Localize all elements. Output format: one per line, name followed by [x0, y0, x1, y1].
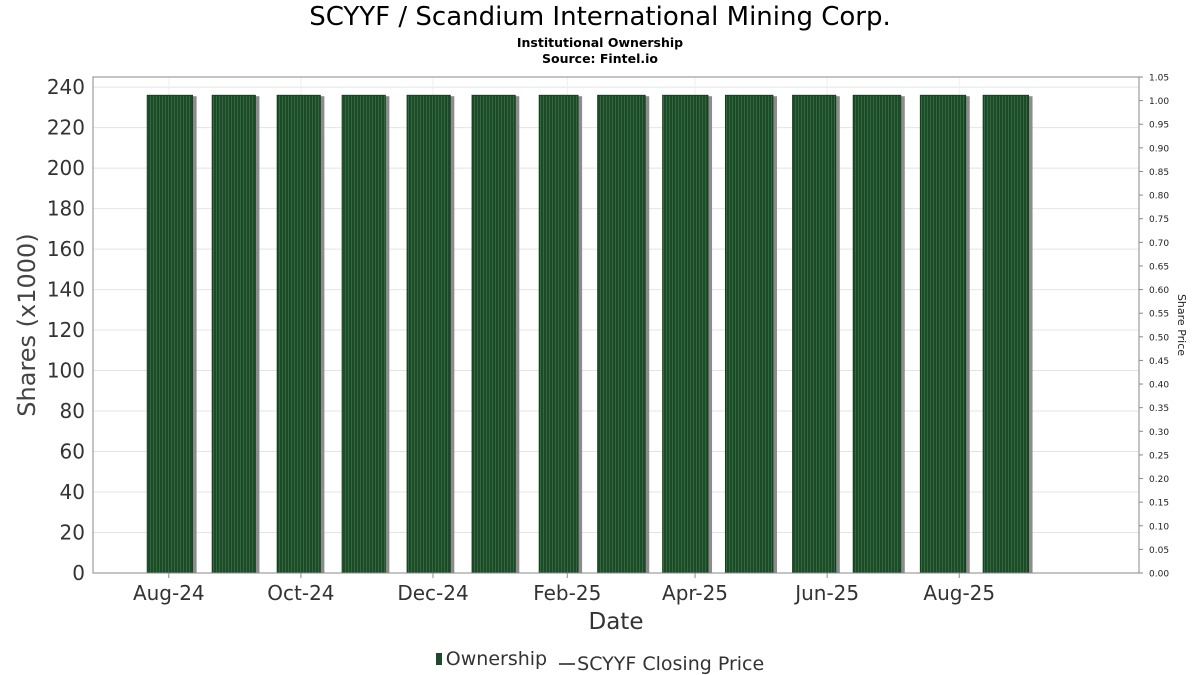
- ownership-bar: [724, 94, 774, 574]
- y-tick-label: 20: [60, 521, 85, 545]
- y2-tick-label: 0.95: [1149, 121, 1169, 131]
- y2-axis-title: Share Price: [1175, 294, 1188, 356]
- y-tick-label: 140: [47, 278, 85, 302]
- y2-tick-label: 0.30: [1149, 428, 1169, 438]
- y-tick-label: 160: [47, 237, 85, 261]
- ownership-bar: [982, 94, 1029, 574]
- x-axis-title: Date: [589, 609, 644, 635]
- x-tick-label: Aug-24: [133, 581, 205, 605]
- ownership-bar: [919, 94, 967, 574]
- y2-tick-label: 0.10: [1149, 522, 1169, 532]
- legend-label-ownership: Ownership: [445, 648, 548, 670]
- y-tick-label: 80: [60, 399, 85, 423]
- chart-subtitle: Institutional Ownership: [516, 35, 684, 50]
- x-tick-label: Feb-25: [533, 581, 601, 605]
- plot-border: [92, 76, 1140, 574]
- x-tick-label: Dec-24: [397, 581, 468, 605]
- y2-tick-label: 0.80: [1149, 192, 1169, 202]
- y2-tick-label: 0.20: [1149, 475, 1169, 485]
- x-tick-label: Oct-24: [267, 581, 334, 605]
- legend-item-ownership: Ownership: [435, 648, 548, 670]
- ownership-bar: [597, 94, 646, 574]
- chart-source: Source: Fintel.io: [542, 51, 658, 66]
- y2-tick-label: 0.40: [1149, 381, 1169, 391]
- y2-tick-label: 0.45: [1149, 357, 1169, 367]
- legend-swatch-ownership: [435, 653, 442, 665]
- y2-tick-label: 0.60: [1149, 286, 1169, 296]
- legend-label-closing-price: SCYYF Closing Price: [577, 653, 765, 675]
- y-tick-label: 100: [47, 359, 85, 383]
- legend-item-closing-price: SCYYF Closing Price: [553, 653, 764, 675]
- ownership-bar: [538, 94, 579, 574]
- y2-tick-label: 0.65: [1149, 262, 1169, 272]
- y2-tick-label: 0.05: [1149, 546, 1169, 556]
- y2-tick-label: 0.55: [1149, 310, 1169, 320]
- chart-area: 0 20 40 60 80 100 120 140 160 180 200 220 240 0.00 0.0…: [13, 74, 1188, 636]
- y-tick-label: 40: [60, 480, 85, 504]
- y-tick-label: 120: [47, 318, 85, 342]
- y-tick-label: 0: [72, 561, 85, 585]
- y2-tick-label: 1.05: [1149, 74, 1169, 84]
- x-tick-label: Jun-25: [793, 581, 859, 605]
- y-axis-title: Shares (x1000): [13, 233, 41, 416]
- x-tick-label: Apr-25: [662, 581, 728, 605]
- y2-tick-label: 0.00: [1149, 570, 1169, 580]
- y-tick-label: 220: [47, 116, 85, 140]
- ownership-bar: [662, 94, 709, 574]
- y-tick-label: 240: [47, 75, 85, 99]
- ownership-bar: [406, 94, 451, 574]
- ownership-bar: [852, 94, 902, 574]
- y2-tick-label: 0.70: [1149, 239, 1169, 249]
- ownership-bar: [471, 94, 516, 574]
- chart-title: SCYYF / Scandium International Mining Co…: [309, 2, 891, 32]
- x-tick-label: Aug-25: [923, 581, 995, 605]
- y2-tick-label: 0.85: [1149, 168, 1169, 178]
- y2-tick-label: 0.35: [1149, 404, 1169, 414]
- y-tick-label: 180: [47, 197, 85, 221]
- chart-legend: Ownership SCYYF Closing Price: [0, 648, 1200, 675]
- ownership-bar: [146, 94, 194, 574]
- legend-swatch-closing-price: [559, 663, 576, 665]
- y2-tick-label: 0.75: [1149, 215, 1169, 225]
- ownership-bar: [341, 94, 386, 574]
- y-tick-label: 60: [60, 440, 85, 464]
- y2-tick-label: 0.15: [1149, 499, 1169, 509]
- y-tick-label: 200: [47, 156, 85, 180]
- y2-tick-label: 0.50: [1149, 333, 1169, 343]
- ownership-bar: [211, 94, 256, 574]
- ownership-bar: [792, 94, 837, 574]
- ownership-bar: [276, 94, 321, 574]
- y2-tick-label: 0.90: [1149, 144, 1169, 154]
- y2-tick-label: 0.25: [1149, 451, 1169, 461]
- y2-tick-label: 1.00: [1149, 97, 1169, 107]
